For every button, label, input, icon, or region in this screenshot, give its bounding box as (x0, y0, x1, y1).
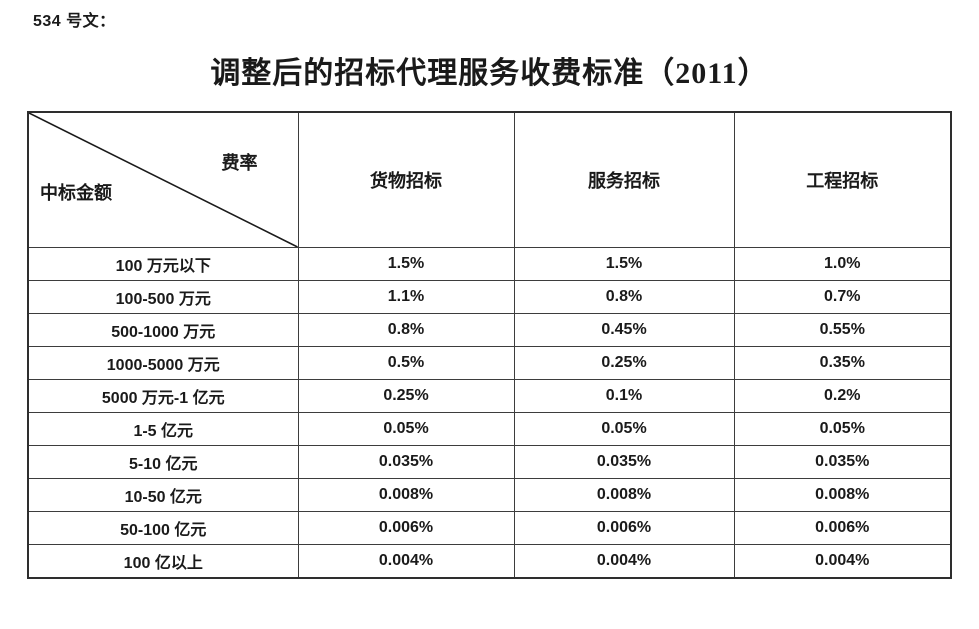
rate-cell: 0.55% (733, 313, 952, 347)
rate-cell: 0.035% (733, 445, 952, 479)
rate-cell: 0.006% (297, 511, 515, 545)
rate-cell: 1.0% (733, 247, 952, 281)
rate-cell: 1.5% (297, 247, 515, 281)
rate-cell: 1.1% (297, 280, 515, 314)
rate-cell: 0.05% (513, 412, 735, 446)
rate-cell: 0.7% (733, 280, 952, 314)
rate-cell: 0.8% (297, 313, 515, 347)
rate-cell: 0.004% (297, 544, 515, 579)
rate-cell: 0.25% (513, 346, 735, 380)
column-header-engineering: 工程招标 (733, 111, 952, 248)
table-row: 5-10 亿元 0.035% 0.035% 0.035% (27, 445, 952, 479)
row-label-cell: 500-1000 万元 (27, 313, 299, 347)
corner-header-cell: 费率 中标金额 (27, 111, 299, 248)
rate-cell: 1.5% (513, 247, 735, 281)
rate-cell: 0.05% (297, 412, 515, 446)
table-row: 50-100 亿元 0.006% 0.006% 0.006% (27, 511, 952, 545)
rate-cell: 0.006% (733, 511, 952, 545)
rate-cell: 0.035% (297, 445, 515, 479)
header-row: 费率 中标金额 货物招标 服务招标 工程招标 (27, 111, 952, 248)
row-label-cell: 5-10 亿元 (27, 445, 299, 479)
row-label-cell: 100-500 万元 (27, 280, 299, 314)
row-label-cell: 100 亿以上 (27, 544, 299, 579)
corner-label-rate: 费率 (221, 153, 258, 173)
column-header-services: 服务招标 (513, 111, 735, 248)
rate-cell: 0.35% (733, 346, 952, 380)
rate-cell: 0.1% (513, 379, 735, 413)
table-row: 100-500 万元 1.1% 0.8% 0.7% (27, 280, 952, 314)
row-label-cell: 10-50 亿元 (27, 478, 299, 512)
rate-cell: 0.2% (733, 379, 952, 413)
table-row: 100 万元以下 1.5% 1.5% 1.0% (27, 247, 952, 281)
rate-cell: 0.008% (513, 478, 735, 512)
doc-number: 534 号文： (33, 13, 116, 30)
row-label-cell: 5000 万元-1 亿元 (27, 379, 299, 413)
rate-cell: 0.5% (297, 346, 515, 380)
page-title: 调整后的招标代理服务收费标准（2011） (210, 57, 769, 90)
rate-cell: 0.035% (513, 445, 735, 479)
table-row: 10-50 亿元 0.008% 0.008% 0.008% (27, 478, 952, 512)
rate-cell: 0.25% (297, 379, 515, 413)
table-row: 100 亿以上 0.004% 0.004% 0.004% (27, 544, 952, 579)
rate-cell: 0.006% (513, 511, 735, 545)
rate-cell: 0.45% (513, 313, 735, 347)
column-header-goods: 货物招标 (297, 111, 515, 248)
row-label-cell: 1000-5000 万元 (27, 346, 299, 380)
row-label-cell: 1-5 亿元 (27, 412, 299, 446)
fee-rate-table: 费率 中标金额 货物招标 服务招标 工程招标 100 万元以下 1.5% 1.5… (27, 111, 952, 579)
rate-cell: 0.004% (513, 544, 735, 579)
corner-label-amount: 中标金额 (40, 183, 112, 203)
rate-cell: 0.004% (733, 544, 952, 579)
table-row: 500-1000 万元 0.8% 0.45% 0.55% (27, 313, 952, 347)
row-label-cell: 50-100 亿元 (27, 511, 299, 545)
table-row: 1000-5000 万元 0.5% 0.25% 0.35% (27, 346, 952, 380)
rate-cell: 0.008% (297, 478, 515, 512)
table-row: 1-5 亿元 0.05% 0.05% 0.05% (27, 412, 952, 446)
table-row: 5000 万元-1 亿元 0.25% 0.1% 0.2% (27, 379, 952, 413)
rate-cell: 0.008% (733, 478, 952, 512)
rate-cell: 0.8% (513, 280, 735, 314)
rate-cell: 0.05% (733, 412, 952, 446)
diagonal-line (29, 113, 298, 247)
row-label-cell: 100 万元以下 (27, 247, 299, 281)
